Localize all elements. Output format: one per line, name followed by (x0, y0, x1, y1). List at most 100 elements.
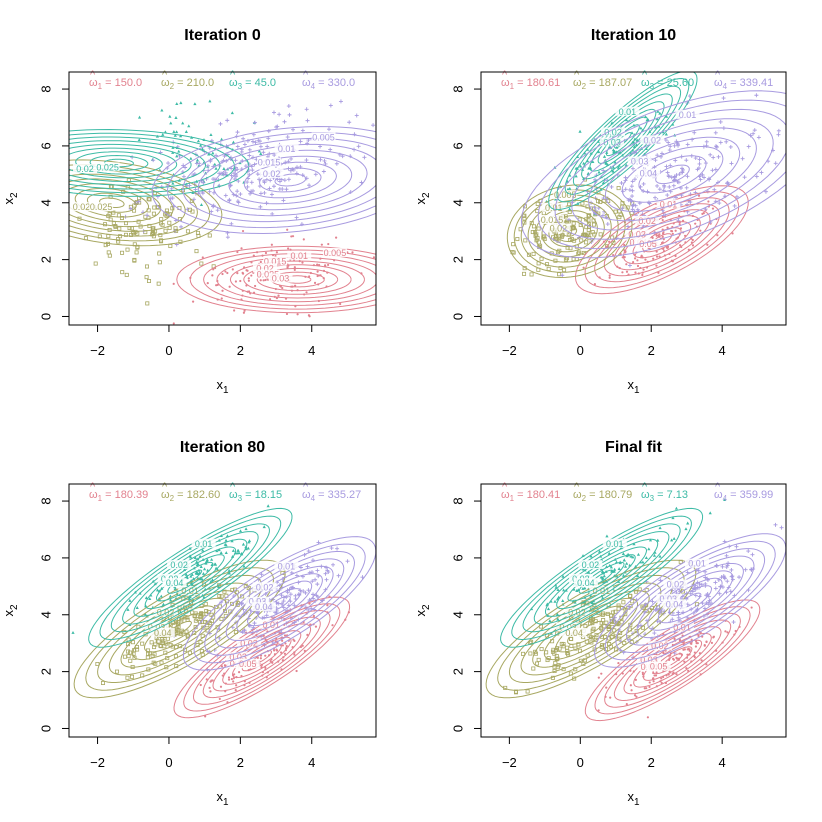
data-point (339, 302, 342, 306)
data-point (725, 579, 730, 584)
data-point (305, 118, 310, 123)
contour-label: 0.01 (688, 559, 706, 569)
weight-value: 180.39 (115, 489, 149, 501)
data-point (617, 636, 622, 641)
contour-line (584, 191, 740, 289)
data-point (190, 573, 194, 576)
contour-line (647, 570, 734, 631)
data-point (652, 680, 655, 683)
data-point (227, 571, 232, 575)
hat-accent: ^ (715, 69, 721, 81)
data-point (144, 596, 148, 600)
contour-line (69, 168, 198, 237)
data-point (283, 652, 286, 655)
data-point (245, 180, 250, 185)
data-point (286, 177, 291, 182)
contour-line (655, 164, 690, 185)
weight-value: 150.0 (115, 77, 143, 89)
data-point (209, 209, 214, 214)
data-point (554, 197, 558, 201)
data-point (657, 234, 660, 237)
contour-label: 0.01 (606, 539, 624, 549)
data-point (264, 654, 267, 657)
data-point (194, 161, 199, 166)
contour-line (88, 507, 293, 648)
plot-frame (480, 71, 787, 326)
panel-title: Iteration 10 (591, 27, 676, 44)
data-point (259, 572, 264, 577)
data-point (205, 620, 210, 625)
data-point (175, 102, 179, 106)
data-point (336, 573, 341, 578)
plot-area: 0.010.020.030.040.050.010.020.030.040.01… (71, 504, 376, 719)
data-point (282, 178, 287, 183)
data-point (277, 179, 282, 184)
data-point (776, 132, 781, 137)
hat-accent: ^ (90, 481, 96, 493)
data-point (252, 120, 257, 125)
data-point (250, 139, 255, 144)
y-axis-label: x2 (413, 604, 432, 617)
plot-frame (68, 71, 377, 326)
data-point (536, 226, 541, 231)
data-point (241, 542, 246, 546)
contour-line (638, 155, 707, 194)
data-point (630, 203, 635, 208)
data-point (293, 653, 296, 656)
contour-line (594, 606, 751, 715)
data-point (232, 677, 235, 680)
component-4-contours: 0.010.020.030.04 (594, 533, 786, 668)
data-point (187, 207, 192, 212)
data-point (685, 174, 690, 179)
data-point (213, 562, 217, 566)
data-point (632, 177, 637, 182)
component-2-contours: 0.010.020.030.04 (485, 559, 697, 699)
data-point (226, 271, 229, 275)
data-point (301, 261, 304, 264)
data-point (192, 614, 197, 619)
panel-title: Iteration 0 (184, 27, 261, 44)
data-point (589, 554, 593, 558)
data-point (569, 637, 574, 642)
contour-line (183, 603, 341, 712)
data-point (173, 133, 177, 137)
contour-label: 0.02 (256, 582, 274, 592)
hat-accent: ^ (502, 69, 508, 81)
weight-label-2: ω2 = 180.79 (573, 489, 632, 503)
data-point (662, 184, 667, 189)
weight-value: 335.27 (328, 489, 362, 501)
data-point (539, 647, 544, 652)
y-axis-label-main: x (413, 198, 428, 205)
contour-line (633, 632, 712, 688)
data-point (608, 240, 611, 243)
data-point (304, 158, 309, 163)
weight-subscript: 3 (650, 494, 655, 503)
data-point (553, 599, 557, 603)
data-point (694, 645, 698, 648)
data-point (611, 148, 615, 152)
data-point (244, 527, 248, 531)
data-point (224, 538, 228, 542)
contour-line (567, 554, 636, 602)
data-point (612, 569, 616, 573)
contour-label: 0.04 (640, 169, 658, 179)
data-point (623, 564, 628, 568)
data-point (289, 156, 294, 161)
contour-line (500, 507, 704, 648)
contour-label: 0.01 (593, 586, 611, 596)
data-point (633, 694, 637, 697)
contour-line (589, 108, 657, 172)
data-point (152, 205, 157, 210)
data-point (136, 199, 141, 204)
data-point (372, 256, 376, 259)
data-point (156, 639, 161, 644)
data-point (708, 511, 712, 515)
data-point (261, 178, 266, 183)
data-point (718, 119, 723, 124)
data-point (600, 213, 605, 218)
data-point (175, 130, 179, 134)
data-point (671, 183, 676, 188)
weight-label-4: ω4 = 335.27 (302, 489, 361, 503)
contour-label: 0.025 (96, 162, 119, 172)
